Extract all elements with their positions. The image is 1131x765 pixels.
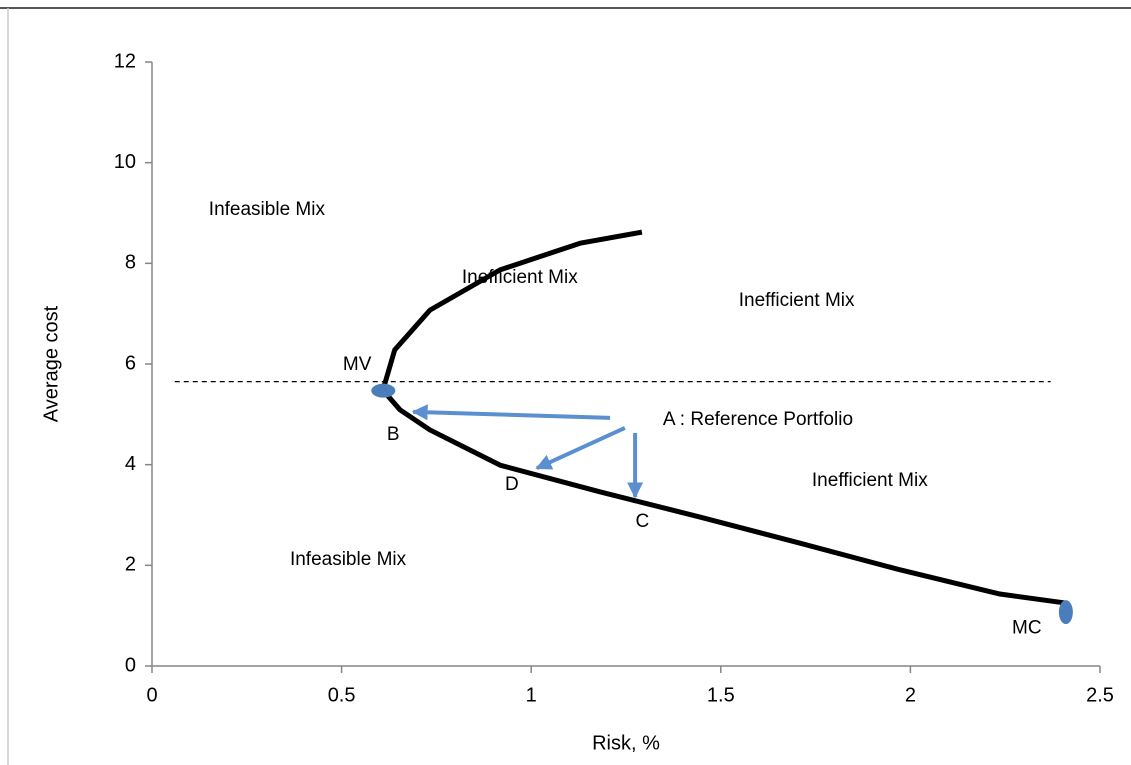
arrow [411,404,611,421]
x-tick-label: 0 [146,684,157,706]
point-marker [371,383,396,398]
annotation: Infeasible Mix [209,199,326,220]
point-marker [1058,600,1073,625]
y-axis-label: Average cost [40,305,62,422]
annotation: Infeasible Mix [290,549,407,570]
annotation: D [505,474,519,495]
x-tick-label: 2.5 [1086,684,1114,706]
x-tick-label: 1.5 [707,684,735,706]
point-label: MC [1012,617,1042,638]
y-tick-label: 4 [125,453,136,475]
x-axis-label: Risk, % [592,732,660,754]
y-tick-label: 12 [114,50,136,72]
annotation: A : Reference Portfolio [663,409,853,430]
arrow [535,426,626,471]
y-tick-label: 2 [125,554,136,576]
annotation: B [387,424,400,445]
annotation: Inefficient Mix [812,470,928,491]
x-tick-label: 2 [905,684,916,706]
y-tick-label: 6 [125,352,136,374]
point-label: MV [343,354,372,375]
frontier-curve [380,229,1067,606]
y-tick-label: 10 [114,151,136,173]
x-tick-label: 0.5 [328,684,356,706]
y-tick-label: 8 [125,252,136,274]
y-tick-label: 0 [125,654,136,676]
x-tick-label: 1 [526,684,537,706]
annotation: Inefficient Mix [462,267,578,288]
annotation: Inefficient Mix [739,290,855,311]
annotation: C [635,511,649,532]
